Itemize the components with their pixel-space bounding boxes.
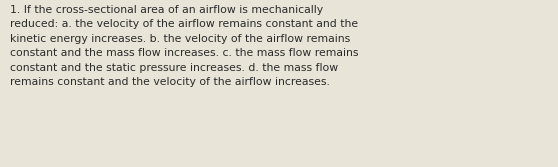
Text: 1. If the cross-sectional area of an airflow is mechanically
reduced: a. the vel: 1. If the cross-sectional area of an air… [10, 5, 359, 87]
